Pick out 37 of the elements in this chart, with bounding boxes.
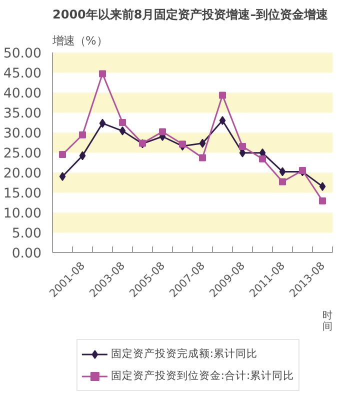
y-tick-label: 25.00: [3, 146, 42, 162]
point: [279, 167, 286, 176]
y-tick-label: 50.00: [3, 46, 42, 62]
y-tick-label: 45.00: [3, 66, 42, 82]
point: [199, 154, 206, 162]
point: [199, 138, 206, 148]
point: [59, 172, 66, 181]
y-tick-label: 40.00: [3, 86, 42, 102]
y-tick-label: 35.00: [3, 106, 42, 122]
chart-title: 2000年以来前8月固定资产投资增速–到位资金增速: [52, 8, 330, 22]
point: [79, 131, 86, 138]
point: [299, 167, 306, 174]
point: [59, 151, 66, 158]
y-tick-label: 15.00: [3, 186, 42, 202]
y-tick-label: 10.00: [3, 206, 42, 222]
x-axis-title: 时间: [322, 310, 332, 332]
point: [239, 143, 246, 150]
point: [319, 182, 326, 191]
legend-label: 固定资产投资到位资金:合计:累计同比: [110, 369, 294, 383]
point: [259, 155, 266, 162]
y-tick-label: 30.00: [3, 126, 42, 142]
point: [159, 128, 166, 136]
point: [319, 197, 326, 204]
point: [119, 119, 126, 126]
y-tick-label: 5.00: [12, 226, 42, 242]
point: [99, 118, 106, 128]
point: [119, 126, 126, 136]
point: [179, 140, 186, 148]
y-axis-title: 增速（%）: [52, 34, 108, 48]
y-tick-label: 0.00: [12, 246, 42, 262]
y-tick-label: 20.00: [3, 166, 42, 182]
point: [219, 92, 226, 99]
point: [219, 116, 226, 125]
legend-label: 固定资产投资完成额:累计同比: [110, 347, 258, 361]
point: [279, 178, 286, 186]
point: [79, 151, 86, 160]
point: [99, 70, 106, 78]
